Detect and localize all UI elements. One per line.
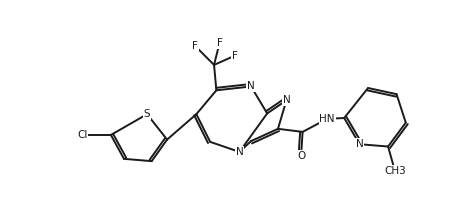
Text: N: N xyxy=(236,147,243,157)
Text: N: N xyxy=(356,139,364,149)
Text: N: N xyxy=(247,81,255,92)
Text: F: F xyxy=(232,51,238,61)
Text: F: F xyxy=(192,41,198,51)
Text: F: F xyxy=(217,38,222,48)
Text: O: O xyxy=(297,151,305,161)
Text: Cl: Cl xyxy=(77,130,87,140)
Text: CH3: CH3 xyxy=(384,166,406,176)
Text: HN: HN xyxy=(319,114,335,124)
Text: S: S xyxy=(144,109,150,119)
Text: N: N xyxy=(283,95,290,105)
